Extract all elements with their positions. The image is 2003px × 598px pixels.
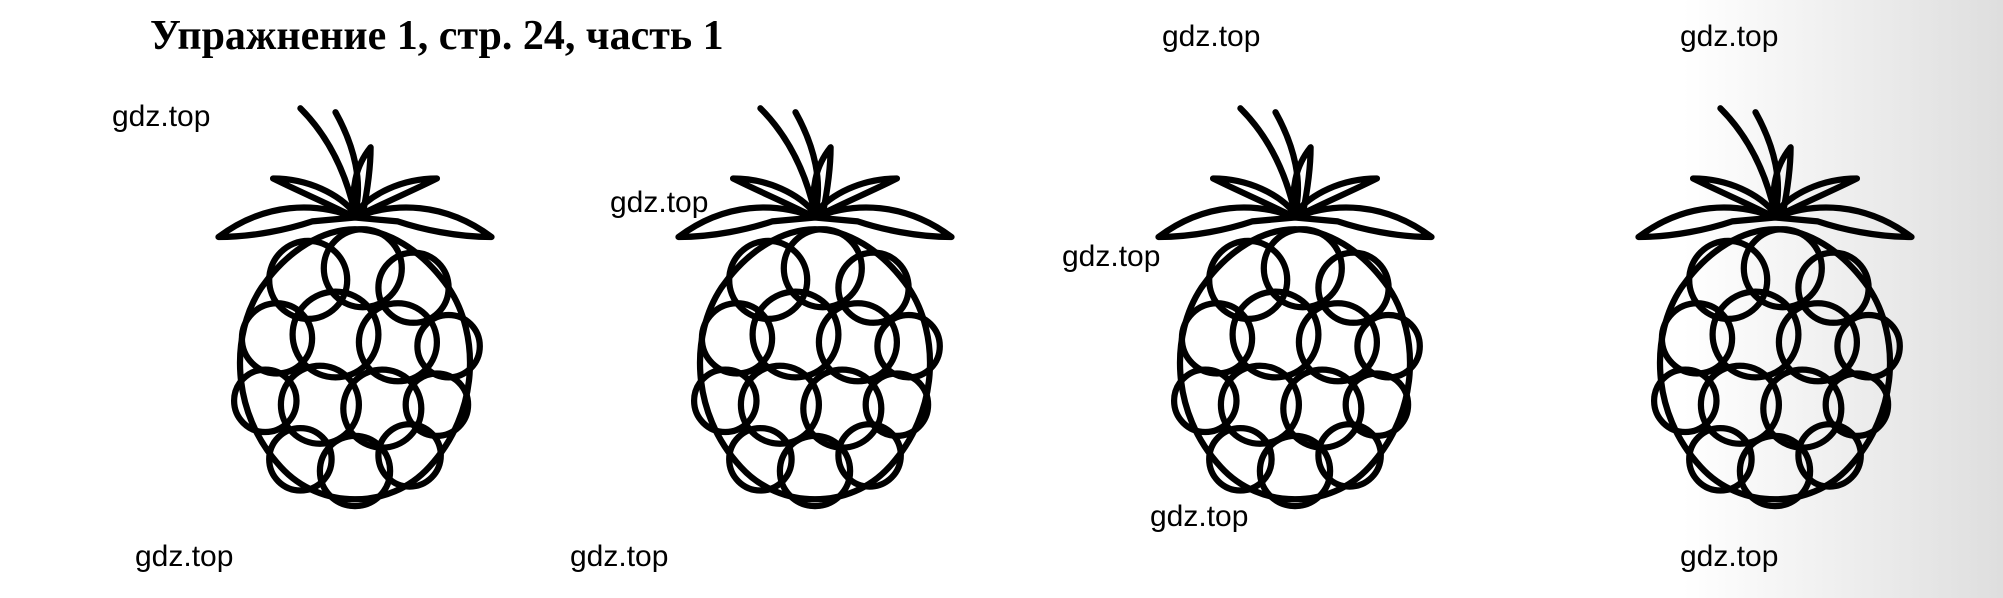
raspberry-outline — [1580, 100, 1970, 530]
watermark: gdz.top — [570, 540, 668, 574]
watermark: gdz.top — [135, 540, 233, 574]
watermark: gdz.top — [1162, 20, 1260, 54]
watermark: gdz.top — [1680, 20, 1778, 54]
raspberry-outline — [1100, 100, 1490, 530]
raspberry-outline — [160, 100, 550, 530]
exercise-title: Упражнение 1, стр. 24, часть 1 — [150, 12, 724, 60]
watermark: gdz.top — [1680, 540, 1778, 574]
raspberry-outline — [620, 100, 1010, 530]
